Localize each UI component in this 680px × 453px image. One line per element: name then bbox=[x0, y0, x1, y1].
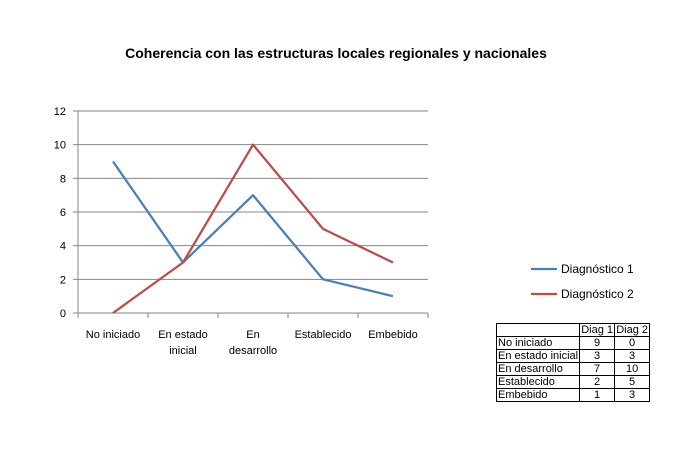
legend-label-2: Diagnóstico 2 bbox=[561, 287, 634, 301]
table-cell: 7 bbox=[579, 362, 616, 376]
table-row: En desarrollo 7 10 bbox=[495, 362, 651, 376]
y-tick-label: 6 bbox=[60, 207, 66, 219]
table-cell: No iniciado bbox=[495, 336, 581, 350]
table-cell: En estado inicial bbox=[495, 349, 581, 363]
table-row: Embebido 1 3 bbox=[495, 388, 651, 402]
table-cell: En desarrollo bbox=[495, 362, 581, 376]
table-row: No iniciado 9 0 bbox=[495, 336, 651, 350]
table-cell: 3 bbox=[579, 349, 616, 363]
x-tick-label: Embebido bbox=[368, 329, 418, 341]
x-axis-ticks: No iniciado En estado inicial En desarrollo E… bbox=[77, 313, 429, 357]
y-tick-label: 8 bbox=[60, 173, 66, 185]
x-tick-label: En estado inicial bbox=[158, 329, 208, 357]
series-line-1 bbox=[112, 160, 394, 298]
table-header-cell: Diag 2 bbox=[614, 323, 651, 337]
table-cell: 2 bbox=[579, 375, 616, 389]
y-tick-label: 12 bbox=[54, 106, 66, 118]
table-cell: 10 bbox=[614, 362, 651, 376]
series-line-2 bbox=[112, 143, 394, 314]
chart-title: Coherencia con las estructuras locales r… bbox=[125, 45, 547, 61]
legend-label-1: Diagnóstico 1 bbox=[561, 262, 634, 276]
axes bbox=[77, 111, 428, 314]
y-tick-label: 10 bbox=[54, 140, 66, 152]
y-tick-label: 0 bbox=[60, 308, 66, 320]
table-cell: Embebido bbox=[495, 388, 581, 402]
table-cell: 9 bbox=[579, 336, 616, 350]
y-axis-ticks: 0 2 4 6 8 10 12 bbox=[54, 106, 78, 320]
x-tick-label: No iniciado bbox=[86, 329, 140, 341]
data-table: Diag 1 Diag 2 No iniciado 9 0 En estado inici… bbox=[495, 323, 651, 402]
series-lines bbox=[112, 143, 394, 314]
table-header-row: Diag 1 Diag 2 bbox=[495, 323, 651, 337]
table-cell: 3 bbox=[614, 388, 651, 402]
table-cell: Establecido bbox=[495, 375, 581, 389]
table-cell: 3 bbox=[614, 349, 651, 363]
table-header-cell: Diag 1 bbox=[579, 323, 616, 337]
y-tick-label: 4 bbox=[60, 241, 66, 253]
table-cell: 1 bbox=[579, 388, 616, 402]
table-header-cell bbox=[495, 323, 581, 337]
table-row: En estado inicial 3 3 bbox=[495, 349, 651, 363]
x-tick-label: En desarrollo bbox=[229, 329, 277, 357]
legend: Diagnóstico 1 Diagnóstico 2 bbox=[531, 262, 634, 301]
table-cell: 0 bbox=[614, 336, 651, 350]
table-cell: 5 bbox=[614, 375, 651, 389]
x-tick-label: Establecido bbox=[295, 329, 352, 341]
table-row: Establecido 2 5 bbox=[495, 375, 651, 389]
y-tick-label: 2 bbox=[60, 274, 66, 286]
